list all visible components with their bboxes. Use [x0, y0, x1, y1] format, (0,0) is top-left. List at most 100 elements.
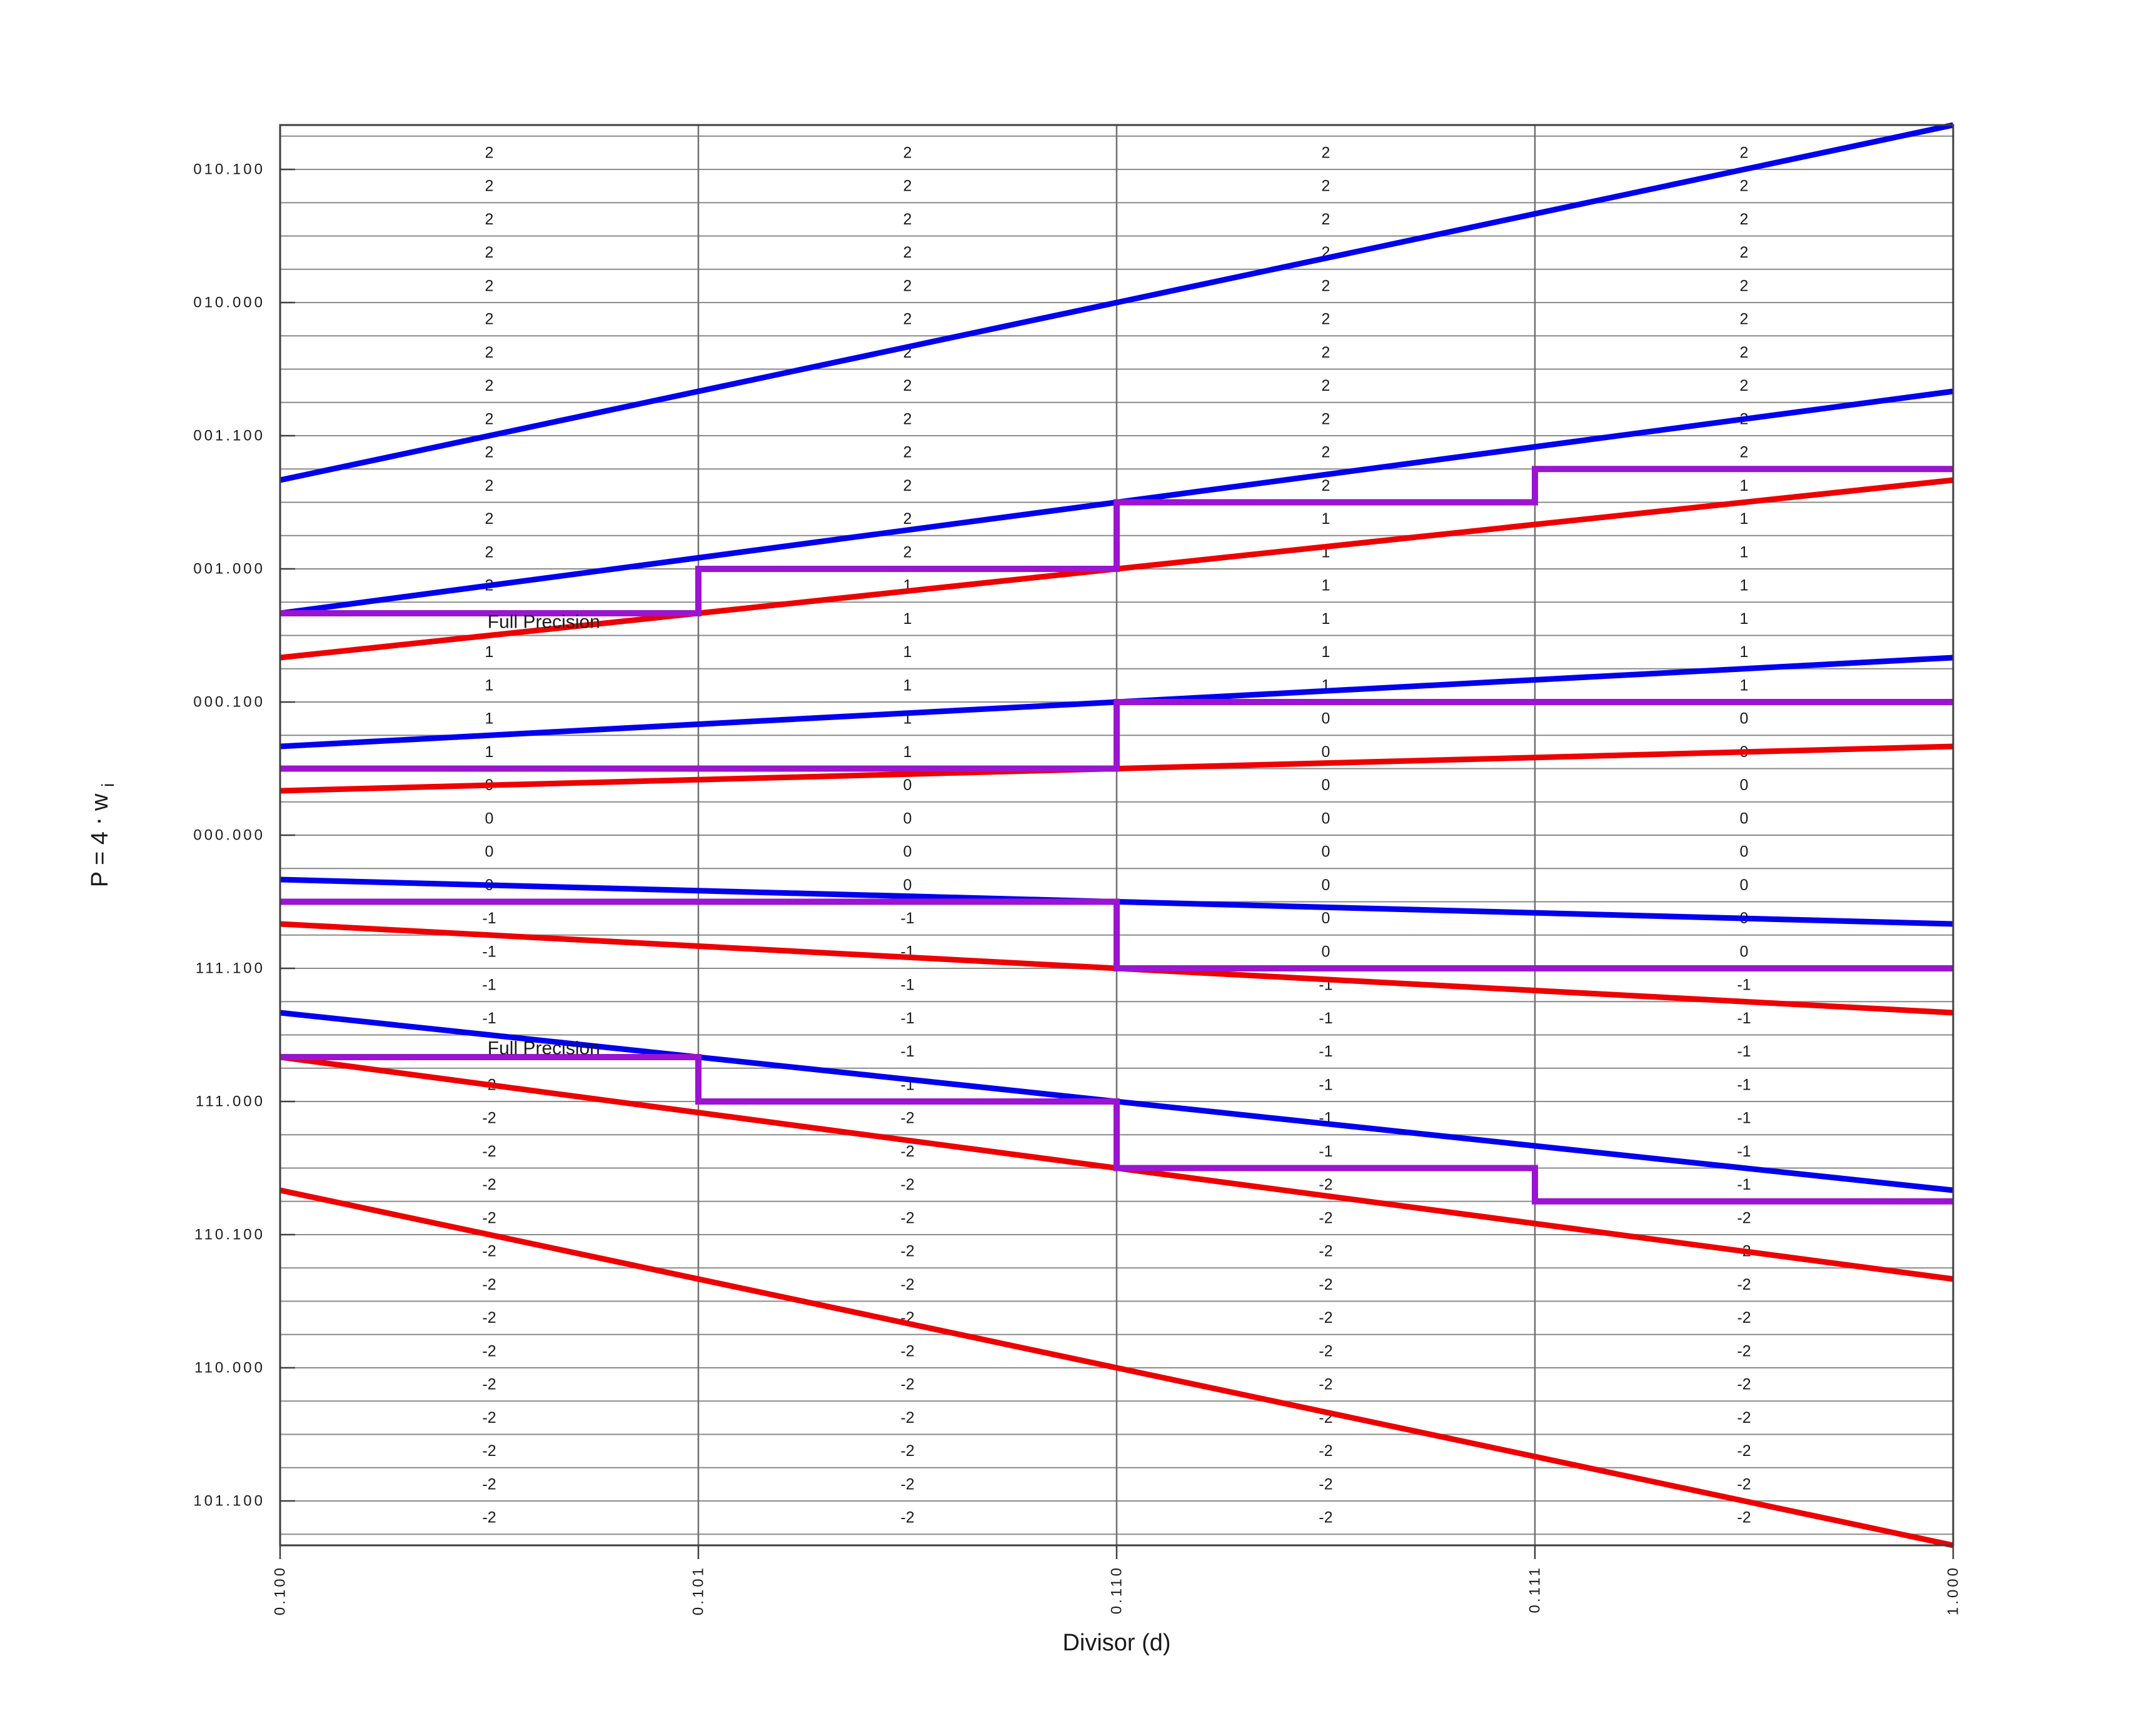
digit-label: -2: [482, 1509, 496, 1527]
digit-label: 2: [485, 178, 494, 195]
digit-label: 0: [1322, 910, 1330, 927]
digit-label: 1: [485, 743, 494, 761]
digit-label: -2: [482, 1409, 496, 1427]
axes-layer: 010.100010.000001.100001.000000.100000.0…: [87, 124, 1962, 1656]
digit-label: -2: [900, 1110, 914, 1127]
digit-label: 2: [1322, 344, 1330, 361]
annotation-full-precision-upper: Full Precision: [488, 612, 600, 633]
digit-label: 2: [485, 410, 494, 428]
selection-staircase-2-1: [280, 466, 1953, 616]
digit-label: 2: [1740, 178, 1749, 195]
digit-label: -1: [900, 976, 914, 994]
digit-label: -2: [482, 1442, 496, 1460]
digit-label: 1: [903, 676, 912, 694]
digit-label: 0: [1740, 843, 1749, 861]
digit-label: -1: [1737, 1043, 1751, 1060]
digit-label: 2: [1740, 377, 1749, 394]
digit-label: 2: [485, 311, 494, 328]
digit-label: -1: [1737, 1010, 1751, 1027]
digit-label: -2: [1319, 1309, 1332, 1327]
digit-label: 2: [1322, 144, 1330, 161]
digit-label: -1: [482, 976, 496, 994]
digit-label: -2: [900, 1442, 914, 1460]
digit-label: 2: [485, 277, 494, 294]
digit-label: -2: [900, 1342, 914, 1360]
digit-label: 2: [903, 444, 912, 461]
digit-label: 1: [1740, 510, 1749, 528]
digit-label: 2: [485, 211, 494, 228]
digit-label: 1: [1322, 610, 1330, 628]
y-tick-label: 001.000: [193, 561, 265, 578]
y-tick-label: 111.000: [196, 1093, 265, 1110]
digit-label: 0: [1740, 810, 1749, 827]
digit-label: 2: [485, 543, 494, 561]
selection-staircase--1--2: [280, 1054, 1953, 1205]
digit-label: 1: [1740, 610, 1749, 628]
digit-label: -1: [1737, 1176, 1751, 1193]
selection-staircase-0--1: [280, 898, 1953, 971]
digit-label: -2: [900, 1376, 914, 1393]
digit-label: -1: [1737, 1143, 1751, 1160]
x-tick-label: 0.101: [690, 1565, 707, 1615]
digit-label: -2: [900, 1509, 914, 1527]
digit-label: -2: [482, 1475, 496, 1493]
digit-label: -2: [1737, 1309, 1751, 1327]
digit-label: -2: [482, 1110, 496, 1127]
digit-label: -2: [1319, 1209, 1332, 1227]
digit-label: -1: [482, 910, 496, 927]
digit-label: -1: [482, 1010, 496, 1027]
digit-label: 2: [1322, 178, 1330, 195]
digit-label: 2: [903, 178, 912, 195]
y-tick-label: 000.000: [193, 827, 265, 844]
digit-label: -2: [900, 1475, 914, 1493]
y-axis-ticks: 010.100 010.000 001.100 001.000 000.100 000.0…: [193, 161, 295, 1510]
digit-label: 0: [1322, 810, 1330, 827]
digit-label: -2: [482, 1243, 496, 1260]
digit-label: 1: [485, 710, 494, 728]
digit-label: 2: [1740, 311, 1749, 328]
digit-label: -1: [1319, 1043, 1332, 1060]
digit-label: -2: [1737, 1509, 1751, 1527]
digit-label: -2: [1319, 1342, 1332, 1360]
digit-label: 1: [485, 676, 494, 694]
digit-label: 1: [1322, 643, 1330, 661]
digit-label: -2: [482, 1209, 496, 1227]
digit-label: 2: [903, 543, 912, 561]
digit-label: -2: [482, 1376, 496, 1393]
digit-label: 1: [1740, 577, 1749, 595]
digit-label: -2: [1737, 1342, 1751, 1360]
digit-label: 2: [485, 244, 494, 261]
digit-label: -1: [1319, 1076, 1332, 1093]
digit-label: 2: [485, 477, 494, 494]
y-axis-title-base: P = 4 ⋅ w: [87, 793, 113, 887]
y-tick-label: 010.100: [193, 161, 265, 178]
digit-label: 2: [903, 410, 912, 428]
digit-label: 2: [903, 377, 912, 394]
digit-label: -2: [1737, 1442, 1751, 1460]
digit-label: -2: [1319, 1509, 1332, 1527]
digit-label: -2: [482, 1143, 496, 1160]
digit-label: 2: [1322, 211, 1330, 228]
digit-label: 1: [1740, 676, 1749, 694]
digit-label: 2: [903, 277, 912, 294]
digit-label: -2: [1319, 1276, 1332, 1293]
digit-label: 2: [485, 377, 494, 394]
digit-label: 0: [903, 876, 912, 894]
digit-label: 0: [1322, 776, 1330, 794]
digit-label: -2: [900, 1143, 914, 1160]
digit-label: 1: [485, 643, 494, 661]
x-tick-label: 0.111: [1527, 1565, 1544, 1613]
digit-label: -2: [900, 1276, 914, 1293]
digit-label: 2: [1322, 477, 1330, 494]
digit-label: -2: [1319, 1442, 1332, 1460]
digit-label: -1: [1319, 1010, 1332, 1027]
digit-label: -2: [482, 1176, 496, 1193]
digit-label: 2: [903, 244, 912, 261]
annotation-full-precision-lower: Full Precision: [488, 1038, 600, 1058]
digit-label: 2: [903, 144, 912, 161]
digit-label: 2: [1740, 144, 1749, 161]
digit-label: 2: [1322, 377, 1330, 394]
lower-bound-line-digit--2: [279, 1187, 1954, 1548]
